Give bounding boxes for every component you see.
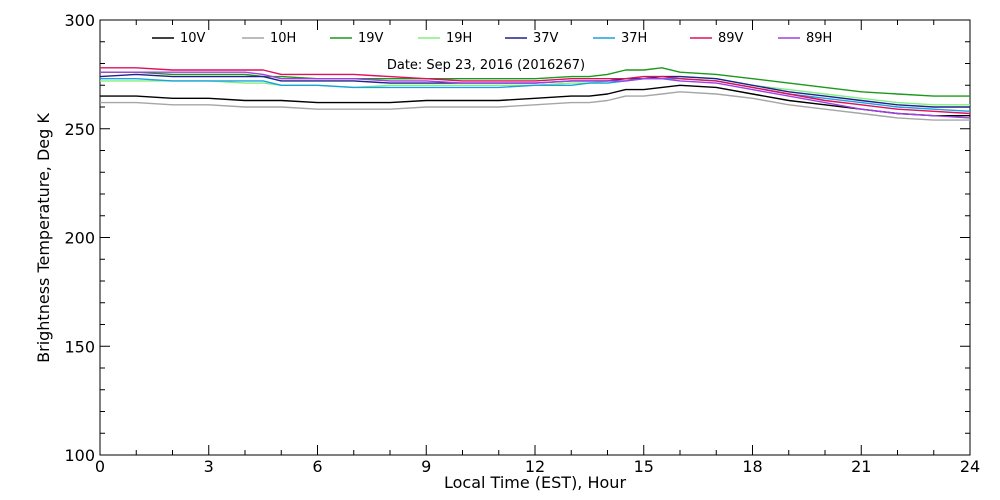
legend-label-19v: 19V bbox=[358, 31, 384, 46]
y-tick-label: 250 bbox=[64, 120, 95, 139]
legend: 10V 10H 19V 19H 37V 37H 89V 89H bbox=[152, 31, 832, 46]
x-axis-label: Local Time (EST), Hour bbox=[444, 473, 626, 492]
series-line-10h bbox=[100, 91, 970, 121]
x-tick-label: 18 bbox=[742, 457, 762, 476]
y-tick-label: 300 bbox=[64, 11, 95, 30]
series-line-10v bbox=[100, 84, 970, 117]
legend-label-37h: 37H bbox=[621, 31, 647, 46]
legend-label-89h: 89H bbox=[806, 31, 832, 46]
series-line-89v bbox=[100, 67, 971, 115]
series-line-37h bbox=[100, 77, 971, 112]
x-tick-label: 21 bbox=[851, 457, 871, 476]
series-line-19h bbox=[100, 75, 970, 106]
x-tick-label: 0 bbox=[95, 457, 105, 476]
legend-label-10h: 10H bbox=[270, 31, 296, 46]
y-tick-label: 100 bbox=[64, 446, 95, 465]
series-line-89h bbox=[100, 71, 971, 119]
x-tick-label: 6 bbox=[312, 457, 322, 476]
legend-label-19h: 19H bbox=[446, 31, 472, 46]
series-line-19v bbox=[100, 67, 970, 97]
x-tick-label: 9 bbox=[421, 457, 431, 476]
y-tick-label: 200 bbox=[64, 229, 95, 248]
x-tick-label: 24 bbox=[960, 457, 980, 476]
x-tick-label: 3 bbox=[204, 457, 214, 476]
date-annotation: Date: Sep 23, 2016 (2016267) bbox=[387, 58, 585, 73]
y-axis-label: Brightness Temperature, Deg K bbox=[34, 113, 53, 363]
axes: 0 3 6 9 12 15 18 21 24 100 150 200 250 300 bbox=[64, 11, 980, 476]
legend-label-37v: 37V bbox=[533, 31, 559, 46]
series-lines bbox=[99, 67, 971, 121]
x-tick-label: 12 bbox=[525, 457, 545, 476]
legend-label-89v: 89V bbox=[718, 31, 744, 46]
x-tick-label: 15 bbox=[634, 457, 654, 476]
y-tick-label: 150 bbox=[64, 337, 95, 356]
legend-label-10v: 10V bbox=[180, 31, 206, 46]
